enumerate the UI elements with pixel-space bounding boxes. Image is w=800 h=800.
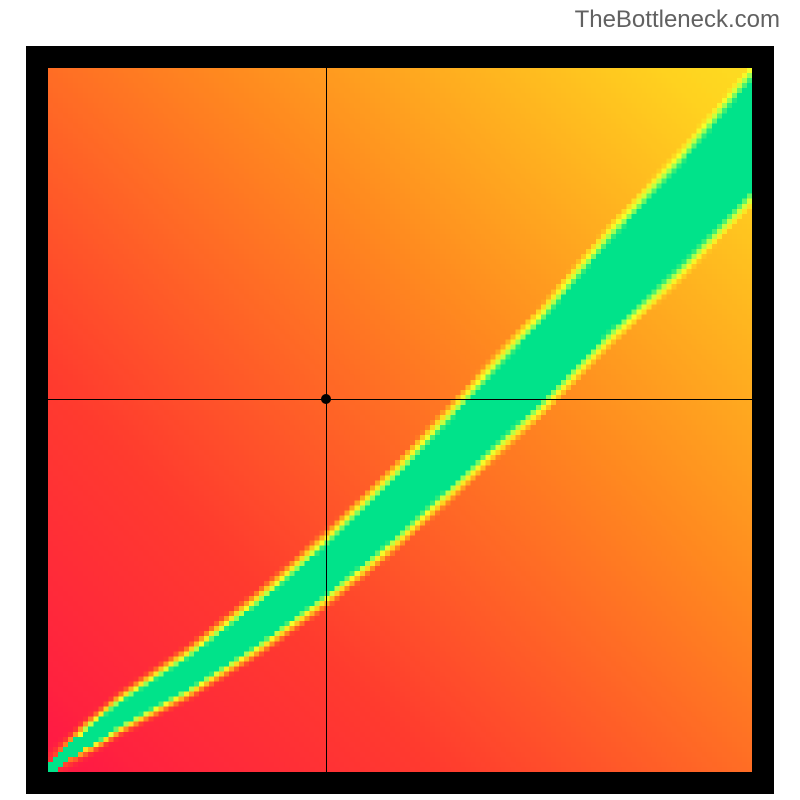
attribution-text: TheBottleneck.com: [575, 6, 780, 34]
plot-frame: [26, 46, 774, 794]
crosshair-horizontal: [48, 399, 752, 400]
data-point-marker: [321, 394, 331, 404]
page-container: TheBottleneck.com: [0, 0, 800, 800]
crosshair-vertical: [326, 68, 327, 772]
heatmap-canvas: [48, 68, 752, 772]
plot-area: [48, 68, 752, 772]
